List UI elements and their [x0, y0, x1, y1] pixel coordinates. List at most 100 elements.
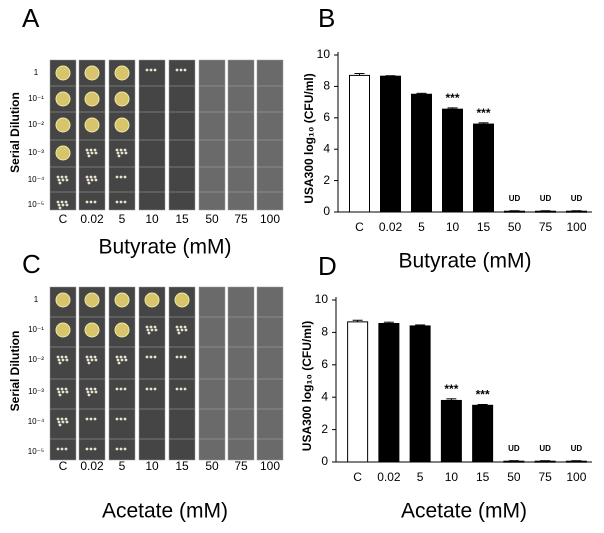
row-label: 10⁻³ [28, 148, 44, 157]
y-axis-label: Serial Dilution [8, 331, 22, 412]
x-axis-label: Butyrate (mM) [98, 236, 231, 259]
row-label: 10⁻¹ [28, 325, 44, 334]
colony [145, 387, 149, 391]
bar [409, 325, 431, 463]
colony [65, 390, 69, 394]
colony [184, 328, 188, 332]
x-axis-label: Acetate (mM) [401, 500, 527, 523]
plate-strip [108, 286, 136, 461]
colony [116, 151, 120, 155]
colony [64, 417, 68, 421]
panel-letter: B [318, 3, 335, 33]
column-label: 0.02 [80, 212, 104, 226]
annotation: *** [444, 382, 458, 396]
annotation: UD [540, 194, 552, 203]
x-tick-label: 15 [476, 470, 490, 484]
colony [89, 447, 93, 451]
x-tick-label: 5 [418, 220, 425, 234]
colony [90, 178, 94, 182]
plate-strip [227, 59, 255, 211]
colony [115, 355, 119, 359]
y-tick-label: 10 [315, 292, 329, 306]
bar [535, 210, 556, 213]
annotation: *** [476, 388, 490, 402]
colony [183, 387, 187, 391]
annotation: *** [445, 91, 459, 105]
colony [56, 447, 60, 451]
colony [56, 200, 60, 204]
annotation: UD [539, 444, 551, 453]
plate-strip [138, 286, 166, 461]
colony-spot [55, 292, 71, 308]
colony [60, 387, 64, 391]
colony [61, 178, 65, 182]
colony [94, 151, 98, 155]
plate-strip [256, 59, 284, 211]
colony [64, 447, 68, 451]
colony-spot [114, 91, 130, 107]
colony [61, 390, 65, 394]
colony [123, 417, 127, 421]
colony [153, 355, 157, 359]
column-label: 50 [205, 459, 219, 473]
row-label: 10⁻¹ [28, 94, 44, 103]
colony [153, 68, 157, 72]
annotation: *** [476, 106, 490, 120]
colony [57, 178, 61, 182]
colony [119, 175, 123, 179]
colony [85, 355, 89, 359]
colony [147, 331, 151, 335]
plate-strip [227, 286, 255, 461]
y-axis-label: Serial Dilution [8, 92, 22, 173]
colony [119, 355, 123, 359]
y-tick-label: 2 [321, 422, 328, 436]
colony [89, 175, 93, 179]
colony [183, 355, 187, 359]
colony [123, 355, 127, 359]
x-tick-label: 100 [566, 220, 586, 234]
panel-letter: A [22, 3, 40, 33]
x-tick-label: 100 [566, 470, 586, 484]
colony [89, 387, 93, 391]
colony-spot [84, 292, 100, 308]
colony [89, 417, 93, 421]
colony [154, 328, 158, 332]
colony [86, 151, 90, 155]
colony [60, 355, 64, 359]
colony [61, 420, 65, 424]
colony [115, 387, 119, 391]
plate-strip [256, 286, 284, 461]
plate-strip [198, 286, 226, 461]
colony [149, 387, 153, 391]
row-label: 10⁻⁴ [28, 175, 45, 184]
bar [472, 404, 494, 463]
x-tick-label: 0.02 [377, 470, 401, 484]
colony [85, 387, 89, 391]
colony [146, 328, 150, 332]
plate-strip [49, 59, 77, 211]
row-label: 1 [34, 295, 39, 304]
column-label: 5 [119, 212, 126, 226]
colony [56, 355, 60, 359]
colony [89, 200, 93, 204]
x-tick-label: 0.02 [379, 220, 403, 234]
colony [175, 387, 179, 391]
colony [65, 203, 69, 207]
colony-spot [84, 117, 100, 133]
colony [56, 175, 60, 179]
plate-strip [168, 59, 196, 211]
colony [58, 206, 62, 210]
colony [145, 68, 149, 72]
colony [115, 447, 119, 451]
annotation: UD [509, 194, 521, 203]
colony-spot [114, 292, 130, 308]
colony [65, 358, 69, 362]
colony [57, 390, 61, 394]
row-label: 10⁻³ [28, 387, 44, 396]
colony-spot [114, 322, 130, 338]
colony [64, 355, 68, 359]
colony-spot [114, 117, 130, 133]
colony [176, 328, 180, 332]
column-label: 10 [145, 459, 159, 473]
y-tick-label: 2 [323, 173, 330, 187]
